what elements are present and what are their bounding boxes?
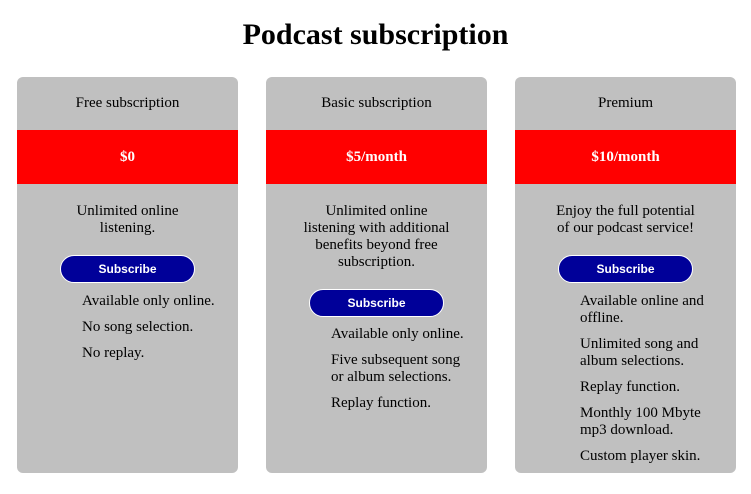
plan-price: $10/month	[515, 130, 736, 184]
subscribe-button-premium[interactable]: Subscribe	[558, 255, 693, 283]
feature-item: No replay.	[82, 345, 145, 361]
plan-name: Free subscription	[75, 95, 180, 111]
plan-name: Basic subscription	[321, 95, 432, 111]
feature-item: Unlimited song and album selections.	[580, 336, 699, 369]
feature-item: Monthly 100 Mbyte mp3 download.	[580, 405, 701, 438]
plan-card-premium: Premium $10/month Enjoy the full potenti…	[515, 77, 736, 473]
feature-item: Five subsequent song or album selections…	[331, 352, 461, 385]
plan-name: Premium	[598, 95, 653, 111]
feature-item: Replay function.	[331, 395, 431, 411]
feature-item: Available only online.	[82, 293, 215, 309]
feature-list: Available only online. No song selection…	[82, 293, 222, 371]
plan-price: $0	[17, 130, 238, 184]
feature-item: Replay function.	[580, 379, 680, 395]
subscribe-button-basic[interactable]: Subscribe	[309, 289, 444, 317]
feature-item: Custom player skin.	[580, 448, 701, 464]
feature-item: No song selection.	[82, 319, 194, 335]
plan-card-basic: Basic subscription $5/month Unlimited on…	[266, 77, 487, 473]
page-title: Podcast subscription	[242, 18, 509, 51]
feature-item: Available online and offline.	[580, 293, 704, 326]
plan-description: Unlimited online listening with addition…	[303, 203, 450, 270]
plan-description: Enjoy the full potential of our podcast …	[556, 203, 695, 236]
plan-price: $5/month	[266, 130, 487, 184]
plan-description: Unlimited online listening.	[76, 203, 179, 236]
plan-card-free: Free subscription $0 Unlimited online li…	[17, 77, 238, 473]
feature-list: Available only online. Five subsequent s…	[331, 326, 471, 421]
feature-item: Available only online.	[331, 326, 464, 342]
subscribe-button-free[interactable]: Subscribe	[60, 255, 195, 283]
feature-list: Available online and offline. Unlimited …	[580, 293, 710, 474]
